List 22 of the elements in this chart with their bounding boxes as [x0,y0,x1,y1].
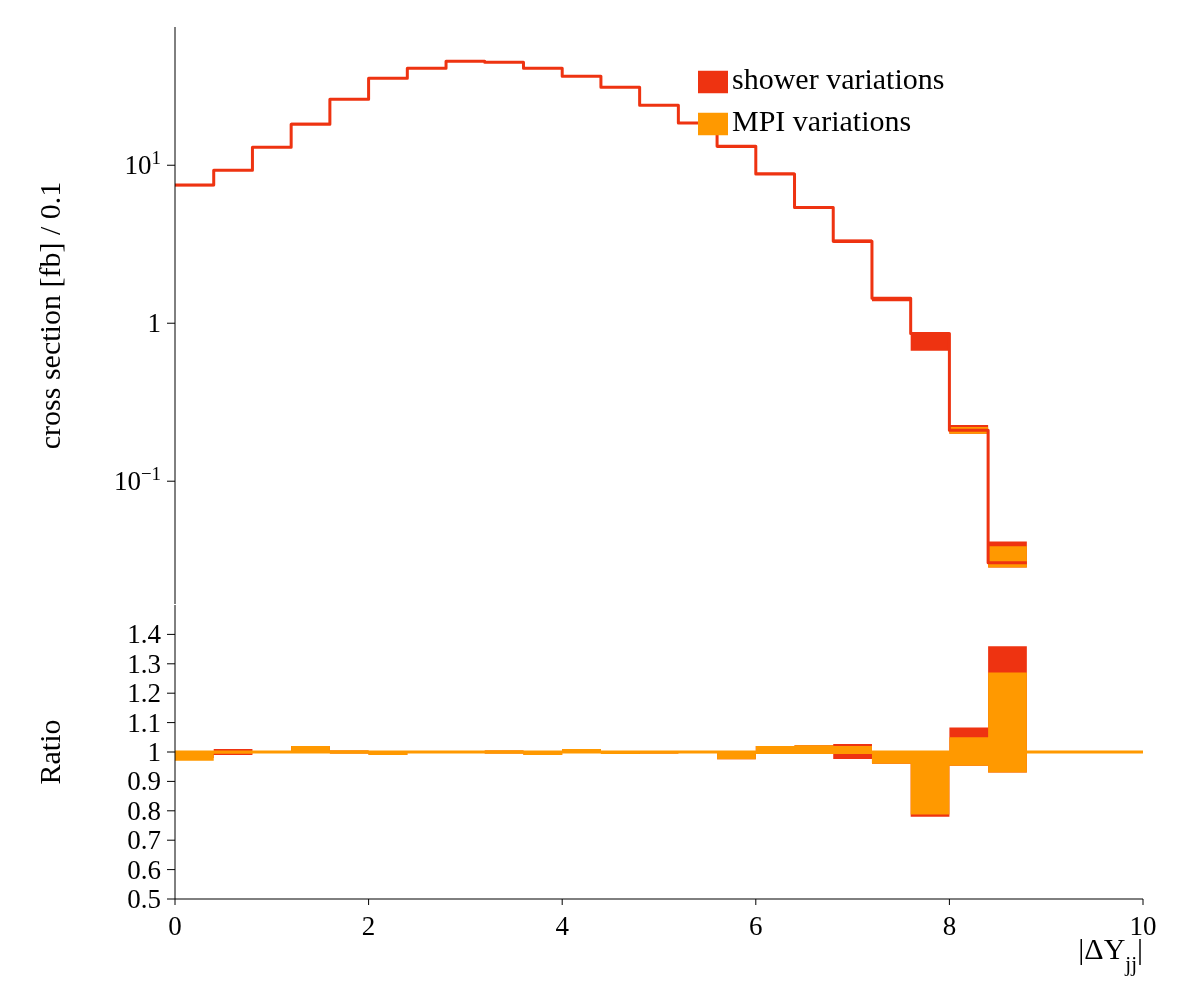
y-tick-label: 10$^{−1}$ [113,462,161,497]
x-tick-label: 2 [361,911,376,941]
legend-label: MPI variations [732,104,912,137]
y-tick-label: 1.4 [127,619,162,650]
x-tick-label: 4 [555,911,570,941]
y-tick-label: 1.3 [127,648,161,679]
y-axis-title: cross section [fb] / 0.1 [33,181,66,450]
y-tick-label: 1.1 [127,707,161,738]
y-tick-label: 10$^{1}$ [124,146,161,181]
y-tick-label: 0.7 [127,825,161,856]
y-tick-label: 1 [147,308,161,339]
legend-label: shower variations [732,62,945,95]
y-tick-label: 0.5 [127,884,161,914]
x-tick-label: 0 [168,911,182,941]
x-tick-label: 6 [749,911,763,941]
y-tick-label: 0.8 [127,795,161,826]
x-tick-label: 8 [942,911,957,941]
y-axis-title: Ratio [33,719,66,785]
y-tick-label: 0.6 [127,854,161,885]
y-tick-label: 0.9 [127,766,161,797]
y-tick-label: 1 [147,737,161,767]
y-tick-label: 1.2 [127,678,161,709]
